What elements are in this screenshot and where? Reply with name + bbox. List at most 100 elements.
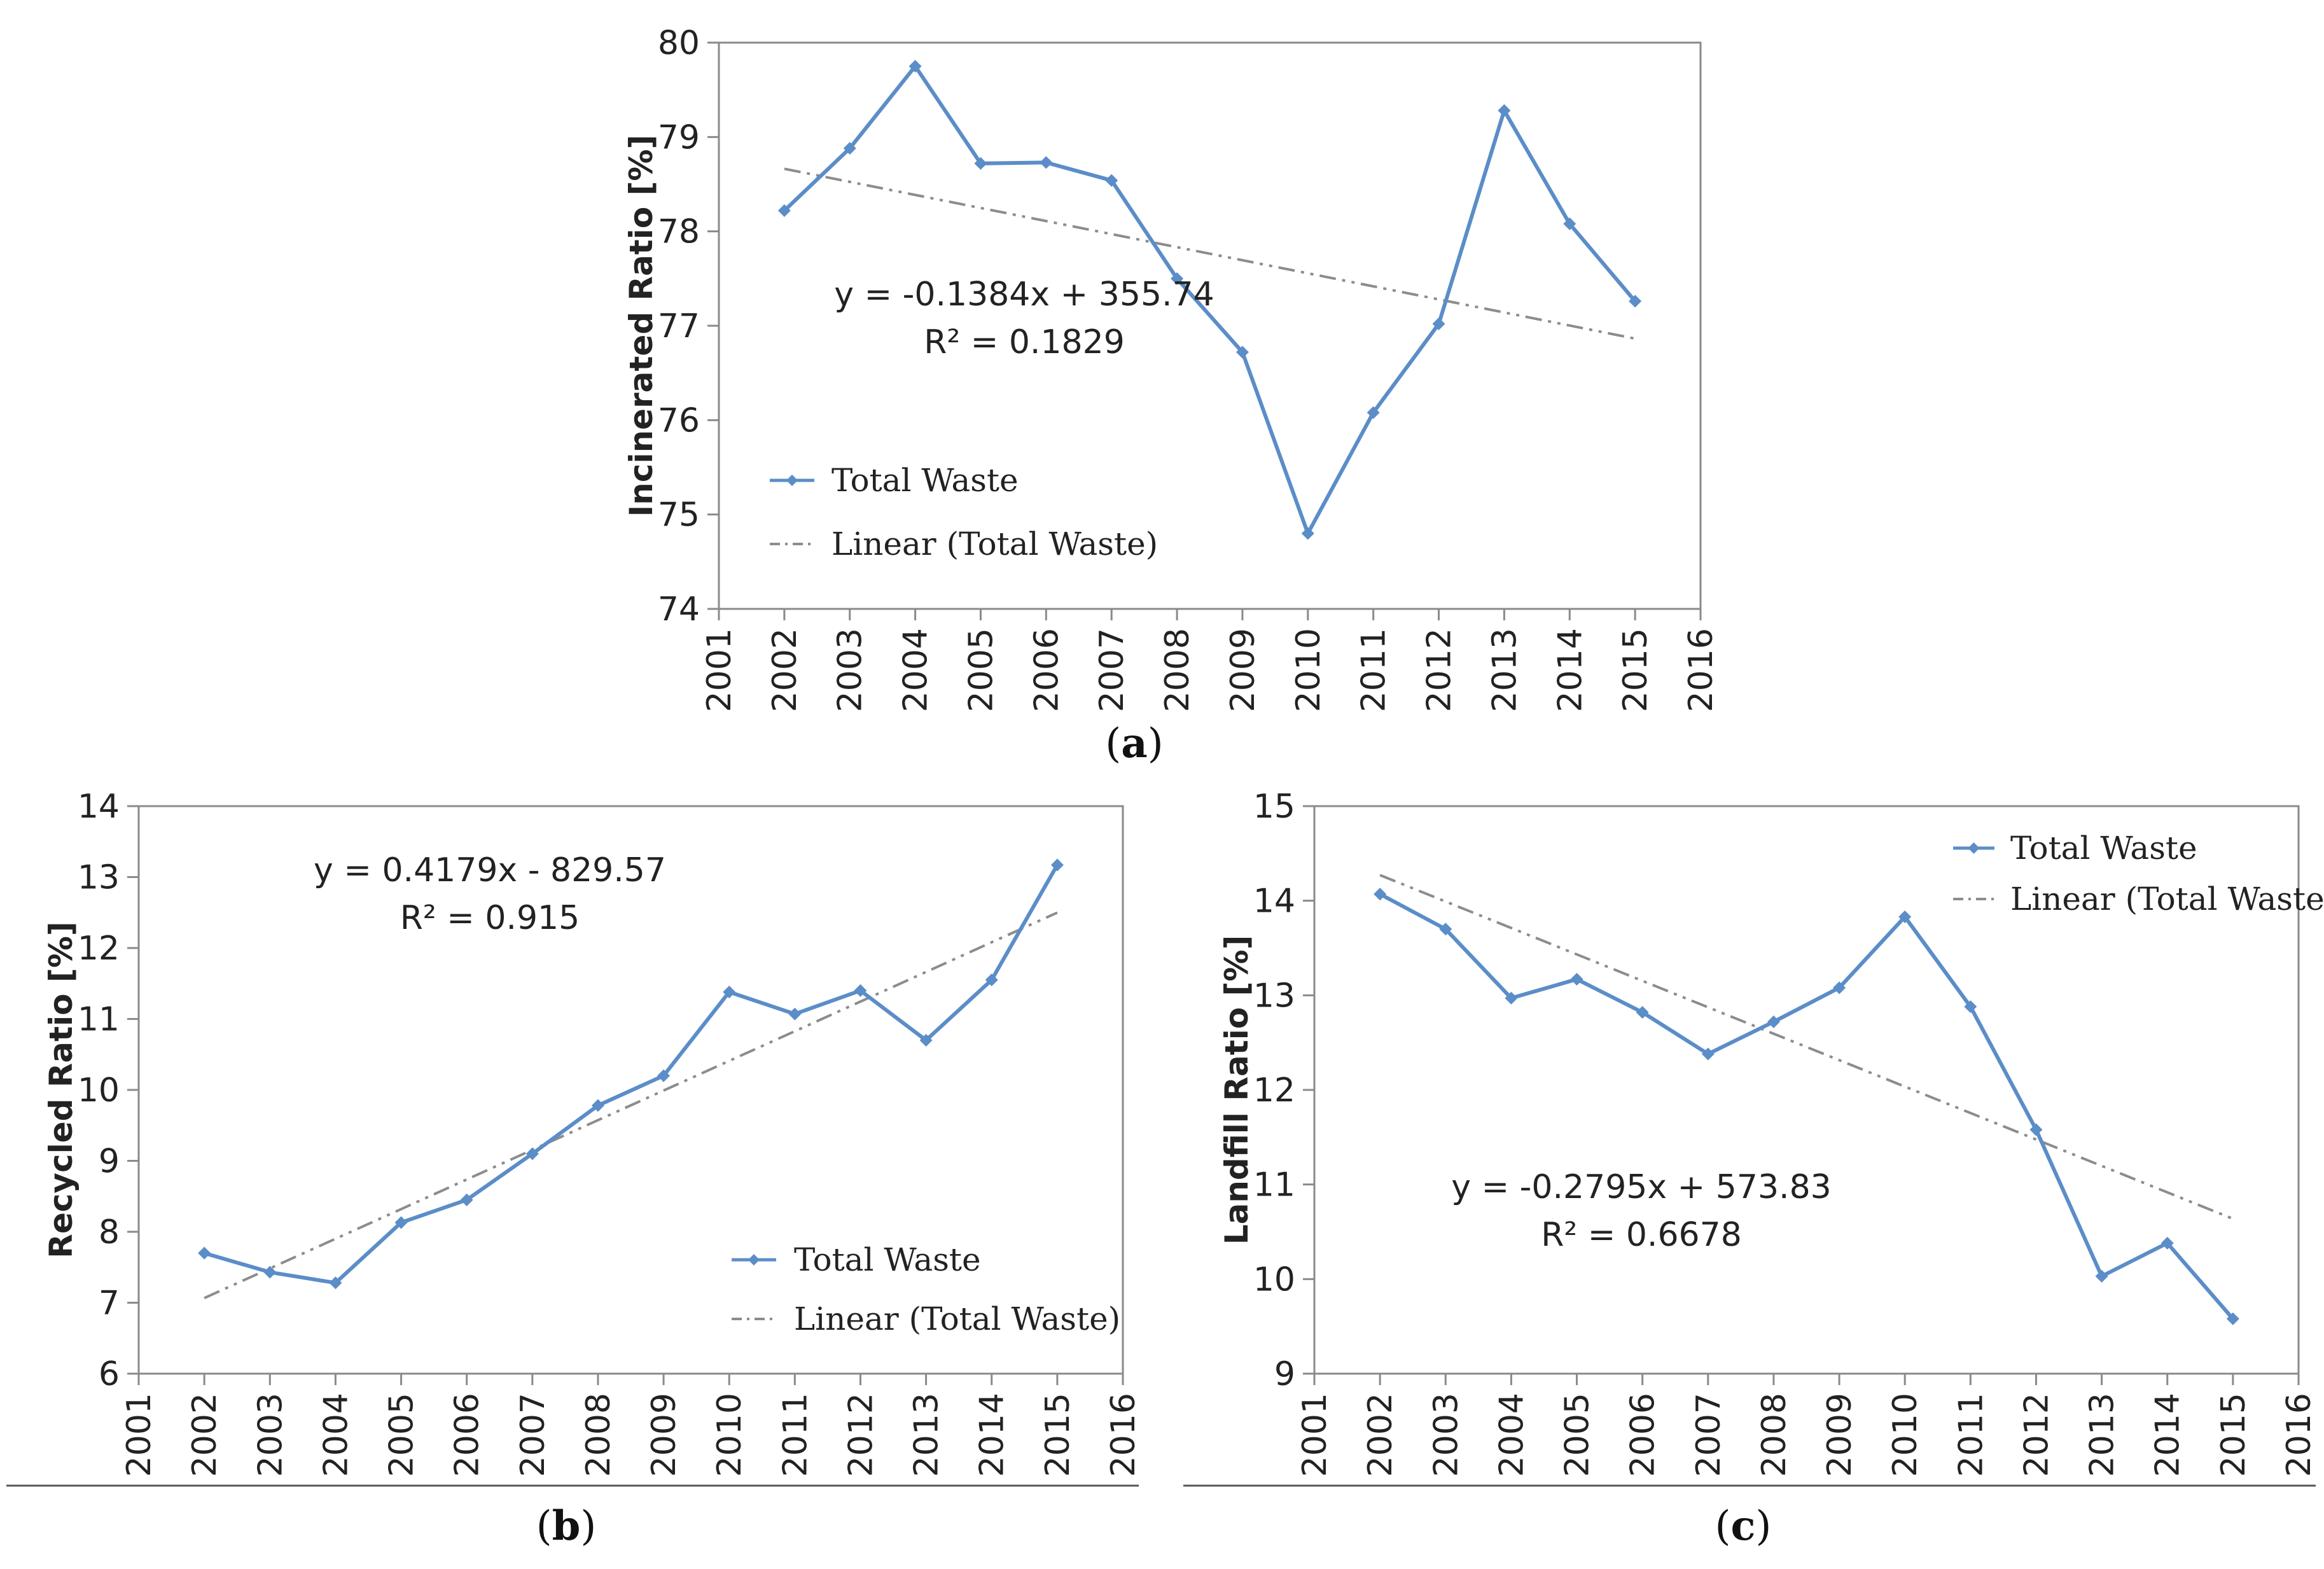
x-tick-label: 2003 <box>1427 1393 1465 1477</box>
data-point-2012 <box>1432 317 1445 331</box>
data-point-2005 <box>974 157 987 170</box>
series-line-total-waste <box>1379 892 2235 1320</box>
data-point-2009 <box>657 1069 671 1082</box>
data-point-2013 <box>2095 1269 2108 1283</box>
data-point-2011 <box>1964 1000 1977 1014</box>
caption-letter: c <box>1731 1502 1756 1550</box>
data-point-2008 <box>591 1099 604 1112</box>
trend-line <box>1379 874 2234 1220</box>
data-point-2009 <box>1833 981 1846 994</box>
data-point-2003 <box>843 142 856 155</box>
data-point-2006 <box>1040 156 1053 169</box>
y-tick-label: 13 <box>1253 977 1295 1015</box>
caption-letter: a <box>1121 720 1147 767</box>
legend-trend-label: Linear (Total Waste) <box>794 1301 1120 1337</box>
x-tick-label: 2007 <box>1093 628 1131 712</box>
x-tick-label: 2010 <box>1290 628 1328 712</box>
x-tick-label: 2009 <box>645 1393 683 1477</box>
y-tick-label: 11 <box>1253 1166 1295 1204</box>
data-point-2012 <box>2029 1123 2043 1136</box>
data-point-2004 <box>1505 991 1518 1005</box>
data-point-2003 <box>1439 923 1452 936</box>
y-tick-label: 6 <box>99 1355 120 1393</box>
x-tick-label: 2007 <box>514 1393 552 1477</box>
data-point-2015 <box>1629 295 1642 308</box>
x-tick-label: 2012 <box>842 1393 880 1477</box>
x-tick-label: 2016 <box>1104 1393 1143 1477</box>
x-tick-label: 2013 <box>2084 1393 2122 1477</box>
x-tick-label: 2011 <box>1952 1393 1990 1477</box>
data-point-2012 <box>854 984 867 997</box>
y-tick-label: 12 <box>78 930 120 968</box>
legend-series-marker <box>1968 842 1980 854</box>
data-point-2014 <box>2160 1236 2174 1250</box>
x-tick-label: 2012 <box>2017 1393 2056 1477</box>
y-axis-label: Landfill Ratio [%] <box>1218 935 1255 1245</box>
x-tick-label: 2010 <box>711 1393 749 1477</box>
legend-series-label: Total Waste <box>831 462 1019 499</box>
chart-b: 6 7 8 9 10 11 12 13 14 2001 2002 2003 2004 2005 2006 20… <box>43 788 1143 1550</box>
data-point-2008 <box>1171 272 1184 285</box>
y-tick-label: 15 <box>1253 788 1295 826</box>
data-point-2006 <box>460 1193 473 1206</box>
trend-line <box>204 911 1058 1299</box>
data-point-2010 <box>723 986 736 999</box>
data-point-2007 <box>1701 1047 1715 1061</box>
data-point-2007 <box>1105 174 1118 187</box>
x-tick-label: 2013 <box>1486 628 1524 712</box>
x-tick-label: 2001 <box>120 1393 158 1477</box>
y-tick-label: 79 <box>658 118 700 157</box>
x-tick-label: 2014 <box>1551 628 1589 712</box>
x-tick-label: 2006 <box>1624 1393 1662 1477</box>
y-tick-label: 7 <box>99 1285 120 1323</box>
data-point-2005 <box>394 1216 408 1229</box>
data-point-2011 <box>788 1007 802 1021</box>
x-tick-label: 2009 <box>1821 1393 1859 1477</box>
x-tick-label: 2016 <box>2280 1393 2318 1477</box>
trend-equation: y = 0.4179x - 829.57 <box>314 851 666 889</box>
x-tick-label: 2015 <box>1617 628 1655 712</box>
x-tick-label: 2011 <box>1355 628 1393 712</box>
y-tick-label: 11 <box>78 1001 120 1039</box>
data-point-2011 <box>1367 406 1380 419</box>
y-tick-label: 78 <box>658 213 700 251</box>
x-tick-label: 2002 <box>766 628 804 712</box>
y-tick-label: 80 <box>658 24 700 62</box>
data-point-2002 <box>198 1246 211 1260</box>
x-tick-label: 2014 <box>2149 1393 2187 1477</box>
data-point-2008 <box>1767 1015 1780 1028</box>
trend-r-squared: R² = 0.1829 <box>924 323 1125 361</box>
y-tick-label: 74 <box>658 590 700 629</box>
data-point-2003 <box>263 1266 277 1279</box>
data-point-2006 <box>1636 1006 1649 1019</box>
x-tick-label: 2003 <box>251 1393 289 1477</box>
y-tick-label: 9 <box>99 1143 120 1181</box>
subfigure-caption: (b) <box>536 1502 597 1550</box>
subfigure-caption: (a) <box>1105 720 1163 767</box>
x-tick-label: 2005 <box>1559 1393 1597 1477</box>
legend-series-label: Total Waste <box>2010 830 2197 867</box>
y-tick-label: 75 <box>658 496 700 534</box>
y-axis-label: Incinerated Ratio [%] <box>623 135 660 517</box>
x-tick-label: 2012 <box>1421 628 1459 712</box>
x-tick-label: 2004 <box>897 628 935 712</box>
y-tick-label: 76 <box>658 401 700 440</box>
trend-r-squared: R² = 0.915 <box>400 899 580 937</box>
data-point-2002 <box>777 204 791 218</box>
x-tick-label: 2007 <box>1690 1393 1728 1477</box>
trend-line <box>784 167 1636 340</box>
y-tick-label: 9 <box>1274 1355 1295 1393</box>
legend-trend-label: Linear (Total Waste) <box>831 526 1158 562</box>
data-point-2009 <box>1235 345 1249 359</box>
data-point-2013 <box>1498 104 1511 117</box>
legend: Total Waste Linear (Total Waste) <box>732 1241 1120 1337</box>
y-tick-label: 10 <box>78 1071 120 1110</box>
x-tick-label: 2008 <box>580 1393 618 1477</box>
data-point-2004 <box>329 1276 342 1290</box>
x-tick-label: 2004 <box>1493 1393 1531 1477</box>
x-tick-label: 2001 <box>1296 1393 1334 1477</box>
legend-series-label: Total Waste <box>794 1241 981 1278</box>
x-tick-label: 2015 <box>1039 1393 1077 1477</box>
x-tick-label: 2003 <box>831 628 870 712</box>
trend-equation: y = -0.2795x + 573.83 <box>1451 1168 1831 1206</box>
